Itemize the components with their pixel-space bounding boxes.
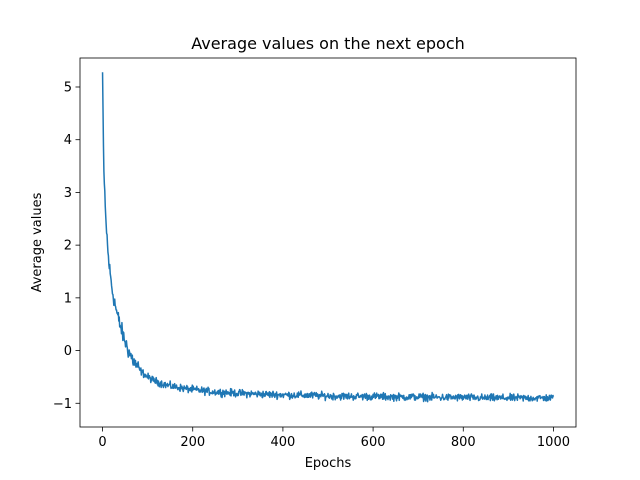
y-tick-label: 4 — [64, 133, 72, 148]
y-tick-label: 1 — [64, 291, 72, 306]
x-tick-label: 0 — [98, 435, 106, 450]
y-tick-label: 0 — [64, 344, 72, 359]
x-tick-label: 800 — [451, 435, 476, 450]
series-line — [101, 72, 555, 403]
x-axis-label: Epochs — [305, 456, 352, 471]
y-tick-label: 2 — [64, 239, 72, 254]
y-tick-label: 5 — [64, 80, 72, 95]
plot-area — [101, 72, 555, 403]
y-tick-label: −1 — [53, 397, 72, 412]
y-tick-label: 3 — [64, 186, 72, 201]
x-tick-label: 400 — [270, 435, 295, 450]
chart-title: Average values on the next epoch — [191, 34, 465, 53]
axes-frame — [79, 57, 577, 428]
y-axis-label: Average values — [30, 192, 45, 292]
x-tick-label: 600 — [361, 435, 386, 450]
y-axis: −1 0 1 2 3 4 5 — [53, 80, 80, 412]
x-tick-label: 1000 — [537, 435, 570, 450]
x-axis: 0 200 400 600 800 1000 — [98, 427, 570, 450]
x-tick-label: 200 — [180, 435, 205, 450]
